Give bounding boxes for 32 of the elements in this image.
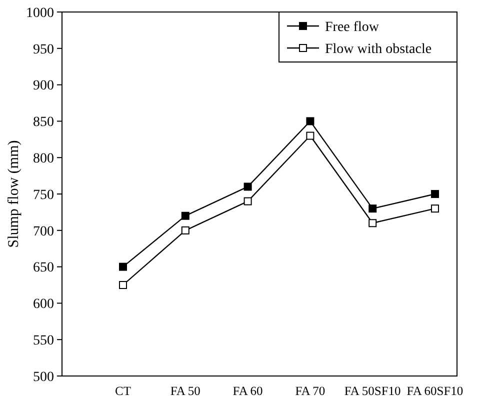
y-tick-label: 800 <box>33 152 54 166</box>
y-tick-label: 500 <box>33 370 54 385</box>
y-axis-title: Slump flow (mm) <box>6 140 22 248</box>
y-tick-label: 850 <box>33 115 54 130</box>
legend-label: Flow with obstacle <box>325 42 432 57</box>
point <box>119 262 127 271</box>
point <box>244 182 252 191</box>
y-tick-label: 1000 <box>26 6 54 21</box>
x-tick-label: FA 50 <box>170 384 200 398</box>
y-tick-label: 550 <box>33 334 54 348</box>
y-tick-label: 950 <box>33 42 54 58</box>
point <box>244 197 252 206</box>
x-tick-label: FA 70 <box>295 384 326 398</box>
x-tick-label: CT <box>115 384 132 398</box>
x-tick-label: FA 60 <box>232 384 263 398</box>
y-tick-label: 750 <box>33 188 54 203</box>
point <box>368 204 377 213</box>
point <box>181 226 190 234</box>
y-tick-label: 700 <box>33 224 54 240</box>
point <box>306 132 314 140</box>
point <box>431 204 439 213</box>
point <box>306 117 314 126</box>
y-tick-label: 600 <box>33 297 54 312</box>
point <box>368 219 377 228</box>
legend-label: Free flow <box>325 20 380 35</box>
point <box>119 281 127 289</box>
x-tick-label: FA 60SF10 <box>406 384 464 398</box>
point <box>181 212 190 220</box>
x-tick-label: FA 50SF10 <box>344 384 401 398</box>
y-tick-label: 900 <box>33 78 54 94</box>
point <box>431 190 439 198</box>
y-tick-label: 650 <box>33 260 54 276</box>
